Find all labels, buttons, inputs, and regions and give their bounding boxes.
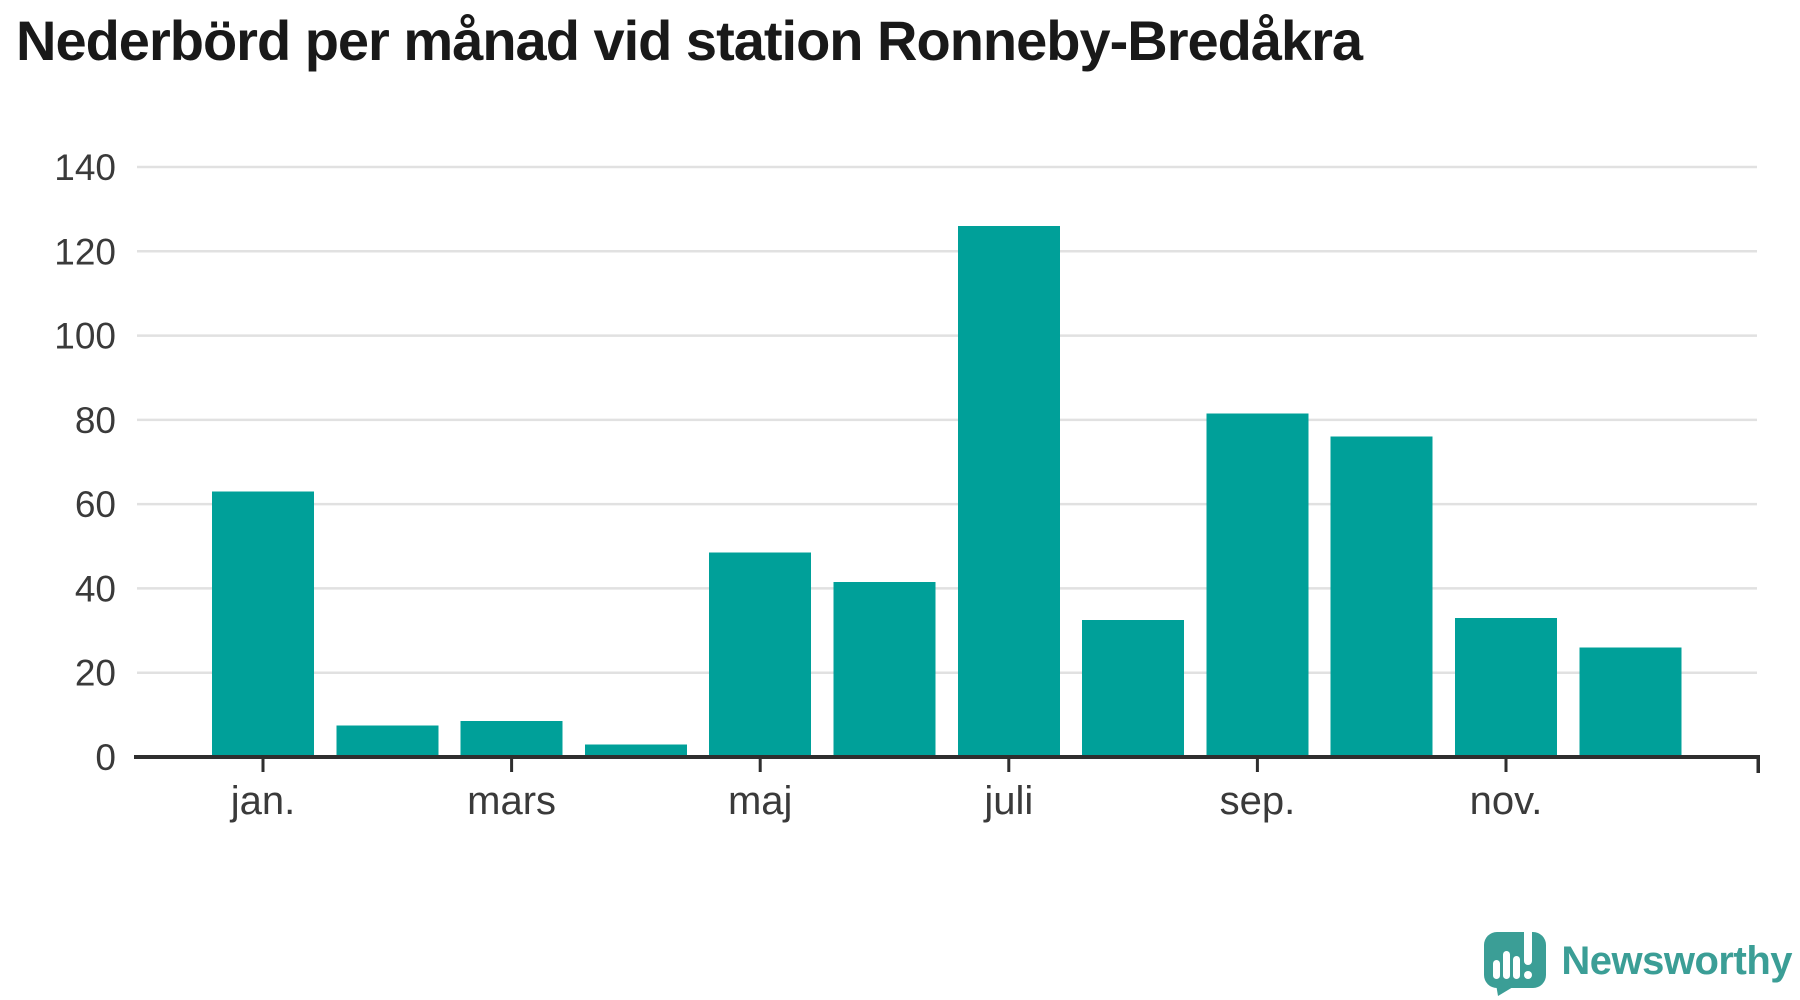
bar-chart-speech-bubble-icon — [1484, 926, 1547, 996]
bar — [1579, 647, 1682, 757]
y-tick-label: 40 — [75, 568, 116, 609]
x-axis-tick — [261, 759, 265, 772]
x-tick-label: juli — [983, 779, 1033, 823]
x-axis-tick — [1255, 759, 1259, 772]
y-tick-label: 60 — [75, 484, 116, 525]
x-tick-label: maj — [728, 779, 792, 823]
y-tick-label: 20 — [75, 653, 116, 694]
newsworthy-logo: Newsworthy — [1483, 926, 1792, 996]
bar — [1206, 413, 1309, 757]
y-tick-label: 120 — [54, 231, 116, 272]
x-tick-label: jan. — [230, 779, 296, 823]
bar — [833, 582, 936, 757]
bar — [957, 226, 1060, 757]
x-axis-line — [134, 755, 1760, 759]
x-tick-label: mars — [467, 779, 556, 823]
bar — [584, 744, 687, 757]
y-tick-label: 140 — [54, 147, 116, 188]
bar — [1455, 617, 1557, 757]
bar — [1330, 436, 1433, 757]
x-axis-tick — [1504, 759, 1508, 772]
page-title: Nederbörd per månad vid station Ronneby-… — [16, 9, 1363, 72]
bar — [709, 552, 812, 757]
bar — [1082, 620, 1185, 757]
y-tick-label: 100 — [54, 316, 116, 357]
y-tick-label: 0 — [95, 737, 116, 778]
x-axis-end-tick — [1756, 759, 1760, 773]
bar — [212, 491, 314, 757]
newsworthy-logo-text: Newsworthy — [1561, 938, 1792, 983]
bar — [460, 721, 563, 757]
x-axis-tick — [758, 759, 762, 772]
bar — [336, 725, 439, 757]
x-axis-tick — [1007, 759, 1011, 772]
x-tick-label: nov. — [1470, 779, 1543, 823]
x-axis-tick — [510, 759, 514, 772]
x-tick-label: sep. — [1220, 779, 1296, 823]
y-tick-label: 80 — [75, 400, 116, 441]
